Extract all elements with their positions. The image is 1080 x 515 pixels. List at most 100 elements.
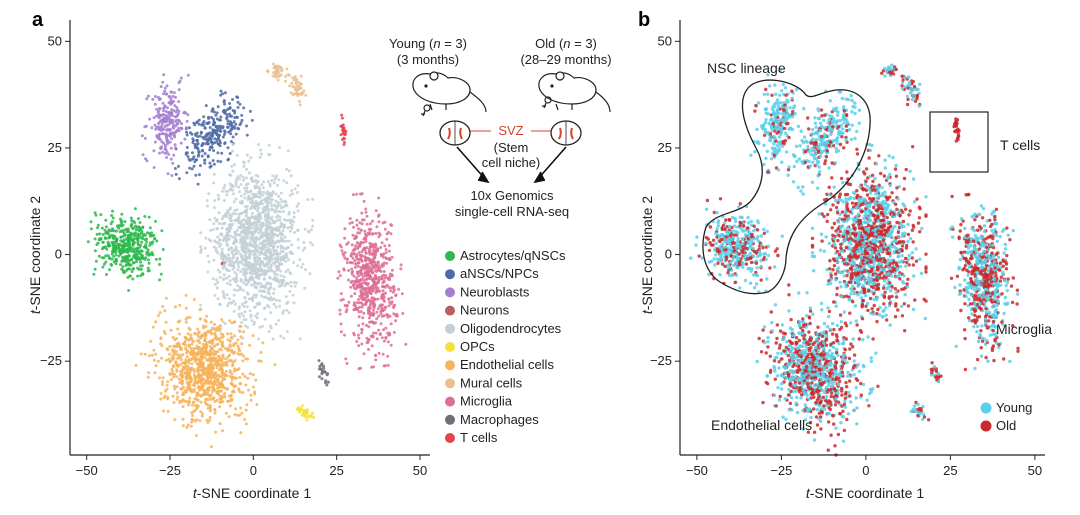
- cell-point: [274, 264, 278, 268]
- old-cell-point: [847, 356, 852, 361]
- cell-point: [372, 365, 375, 369]
- panel-a-y-tick-label: 50: [48, 33, 62, 48]
- cell-point: [386, 363, 390, 367]
- cell-point: [364, 282, 368, 286]
- stem-niche-label-1: (Stem: [494, 140, 529, 155]
- cell-point: [249, 237, 253, 241]
- cell-point: [215, 359, 219, 363]
- cell-point: [193, 419, 197, 423]
- cell-point: [198, 164, 202, 168]
- cell-point: [177, 377, 181, 381]
- cell-point: [177, 353, 181, 357]
- cell-point: [285, 302, 289, 306]
- cell-point: [297, 88, 300, 91]
- cell-point: [208, 340, 212, 344]
- cell-point: [236, 250, 240, 254]
- cell-point: [250, 223, 254, 227]
- cell-point: [374, 275, 378, 279]
- cell-point: [123, 220, 127, 224]
- cell-point: [249, 268, 253, 272]
- cell-point: [188, 328, 192, 331]
- cell-point: [234, 181, 238, 185]
- cell-point: [272, 302, 276, 306]
- cell-point: [365, 222, 369, 226]
- cell-point: [127, 237, 130, 241]
- old-cell-point: [840, 393, 844, 397]
- young-cell-point: [789, 395, 794, 400]
- cell-point: [276, 205, 280, 209]
- cell-point: [277, 239, 281, 243]
- cell-point: [145, 97, 149, 101]
- cell-point: [119, 263, 122, 267]
- cell-point: [165, 383, 169, 387]
- cell-point: [239, 174, 243, 177]
- cell-point: [287, 239, 291, 243]
- cell-point: [292, 85, 296, 89]
- cell-point: [141, 153, 145, 157]
- cell-point: [213, 408, 217, 411]
- cell-point: [234, 245, 238, 249]
- cell-point: [250, 283, 253, 287]
- cell-point: [339, 298, 343, 302]
- cell-point: [221, 335, 225, 339]
- cell-point: [270, 204, 274, 208]
- cell-point: [228, 394, 232, 398]
- cell-point: [127, 254, 131, 258]
- cell-point: [132, 226, 136, 230]
- legend-swatch: [445, 305, 455, 316]
- cell-point: [353, 292, 357, 296]
- cell-point: [326, 380, 330, 384]
- cell-point: [208, 218, 212, 222]
- cell-point: [286, 246, 290, 250]
- cell-point: [146, 375, 150, 379]
- cell-point: [296, 238, 300, 241]
- cell-point: [248, 256, 252, 260]
- cell-point: [177, 109, 181, 113]
- cell-point: [266, 242, 270, 246]
- cell-point: [190, 362, 194, 366]
- cell-point: [203, 158, 207, 162]
- cell-point: [158, 257, 162, 261]
- cell-point: [178, 119, 182, 123]
- cell-point: [268, 153, 272, 157]
- cell-point: [340, 113, 344, 117]
- cell-point: [103, 246, 106, 250]
- cell-point: [253, 392, 257, 396]
- cell-point: [232, 288, 236, 292]
- cell-point: [281, 229, 285, 233]
- cell-point: [199, 303, 203, 307]
- cell-point: [246, 376, 250, 380]
- cell-point: [364, 251, 368, 255]
- cell-point: [292, 261, 296, 264]
- cell-point: [239, 324, 243, 328]
- cell-point: [198, 419, 202, 422]
- cell-point: [208, 148, 212, 152]
- method-label-2: single-cell RNA-seq: [455, 204, 569, 219]
- cell-point: [246, 198, 250, 202]
- cell-point: [239, 121, 243, 125]
- cell-point: [122, 270, 126, 274]
- young-cell-point: [950, 235, 955, 239]
- cell-point: [362, 352, 366, 356]
- cell-point: [274, 249, 278, 252]
- cell-point: [197, 335, 200, 339]
- cell-point: [216, 350, 220, 354]
- cell-point: [130, 246, 134, 250]
- cell-point: [244, 236, 248, 240]
- cell-point: [231, 364, 235, 368]
- cell-point: [397, 287, 401, 291]
- cell-point: [147, 215, 151, 219]
- cell-point: [164, 92, 168, 96]
- old-cell-point: [768, 266, 772, 270]
- cell-point: [277, 71, 281, 75]
- cell-point: [162, 92, 165, 96]
- cell-point: [210, 140, 214, 144]
- cell-point: [128, 267, 131, 271]
- cell-point: [312, 416, 316, 419]
- cell-point: [378, 233, 382, 237]
- cell-point: [283, 223, 286, 227]
- cell-point: [226, 399, 230, 403]
- cell-point: [249, 393, 253, 397]
- young-cell-point: [996, 255, 1001, 259]
- cell-point: [349, 254, 353, 258]
